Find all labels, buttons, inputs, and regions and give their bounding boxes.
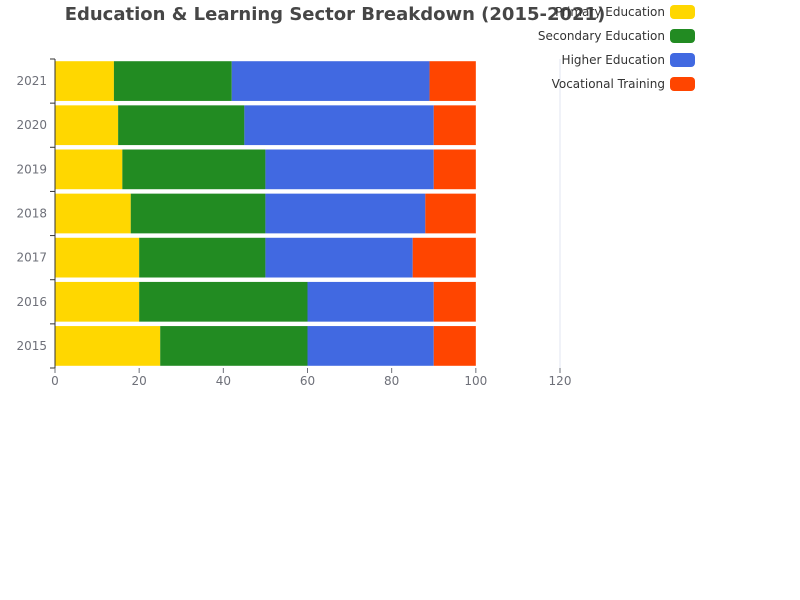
x-tick-label: 100 <box>464 374 487 388</box>
bar-vocational-training-2019 <box>433 149 476 190</box>
bar-primary-education-2020 <box>55 105 119 146</box>
bar-secondary-education-2019 <box>122 149 266 190</box>
x-tick-label: 0 <box>51 374 59 388</box>
bar-primary-education-2015 <box>55 326 161 366</box>
y-tick-label: 2019 <box>16 162 47 176</box>
x-tick-label: 120 <box>549 374 572 388</box>
y-tick-label: 2021 <box>16 74 47 88</box>
y-tick-label: 2016 <box>16 295 47 309</box>
bar-higher-education-2021 <box>231 61 430 101</box>
legend-swatch <box>670 5 695 19</box>
bar-secondary-education-2017 <box>139 237 266 278</box>
x-tick-label: 20 <box>132 374 147 388</box>
x-tick-label: 40 <box>216 374 231 388</box>
legend-item-secondary-education[interactable]: Secondary Education <box>538 29 695 43</box>
bar-primary-education-2017 <box>55 237 140 278</box>
bar-higher-education-2015 <box>307 326 434 366</box>
bar-secondary-education-2015 <box>160 326 308 366</box>
legend-label: Secondary Education <box>538 29 665 43</box>
bar-higher-education-2016 <box>307 281 434 322</box>
y-tick-label: 2015 <box>16 339 47 353</box>
x-tick-label: 80 <box>384 374 399 388</box>
bar-vocational-training-2016 <box>433 281 476 322</box>
chart-title: Education & Learning Sector Breakdown (2… <box>65 4 606 25</box>
legend-swatch <box>670 53 695 67</box>
bar-vocational-training-2015 <box>433 326 476 366</box>
legend[interactable]: Primary Education Secondary Education High… <box>538 5 695 91</box>
y-tick-label: 2018 <box>16 207 47 221</box>
bar-secondary-education-2018 <box>130 193 266 234</box>
bar-higher-education-2020 <box>244 105 434 146</box>
bar-primary-education-2016 <box>55 281 140 322</box>
bar-vocational-training-2017 <box>412 237 476 278</box>
legend-label: Vocational Training <box>552 77 665 91</box>
bar-primary-education-2021 <box>55 61 114 101</box>
bar-primary-education-2019 <box>55 149 123 190</box>
axes: 2015 2016 2017 2018 2019 2020 2021 0 20 40 60 80 100… <box>16 58 572 388</box>
legend-label: Primary Education <box>555 5 665 19</box>
legend-label: Higher Education <box>562 53 665 67</box>
bars <box>55 61 476 366</box>
legend-item-primary-education[interactable]: Primary Education <box>555 5 695 19</box>
bar-primary-education-2018 <box>55 193 131 234</box>
bar-higher-education-2017 <box>265 237 413 278</box>
bar-secondary-education-2020 <box>118 105 245 146</box>
legend-item-higher-education[interactable]: Higher Education <box>562 53 695 67</box>
y-tick-label: 2020 <box>16 118 47 132</box>
bar-vocational-training-2020 <box>433 105 476 146</box>
bar-vocational-training-2018 <box>425 193 476 234</box>
x-tick-label: 60 <box>300 374 315 388</box>
y-tick-label: 2017 <box>16 251 47 265</box>
legend-swatch <box>670 77 695 91</box>
legend-item-vocational-training[interactable]: Vocational Training <box>552 77 695 91</box>
bar-secondary-education-2021 <box>113 61 232 101</box>
bar-vocational-training-2021 <box>429 61 476 101</box>
legend-swatch <box>670 29 695 43</box>
bar-higher-education-2018 <box>265 193 426 234</box>
bar-higher-education-2019 <box>265 149 434 190</box>
bar-secondary-education-2016 <box>139 281 308 322</box>
